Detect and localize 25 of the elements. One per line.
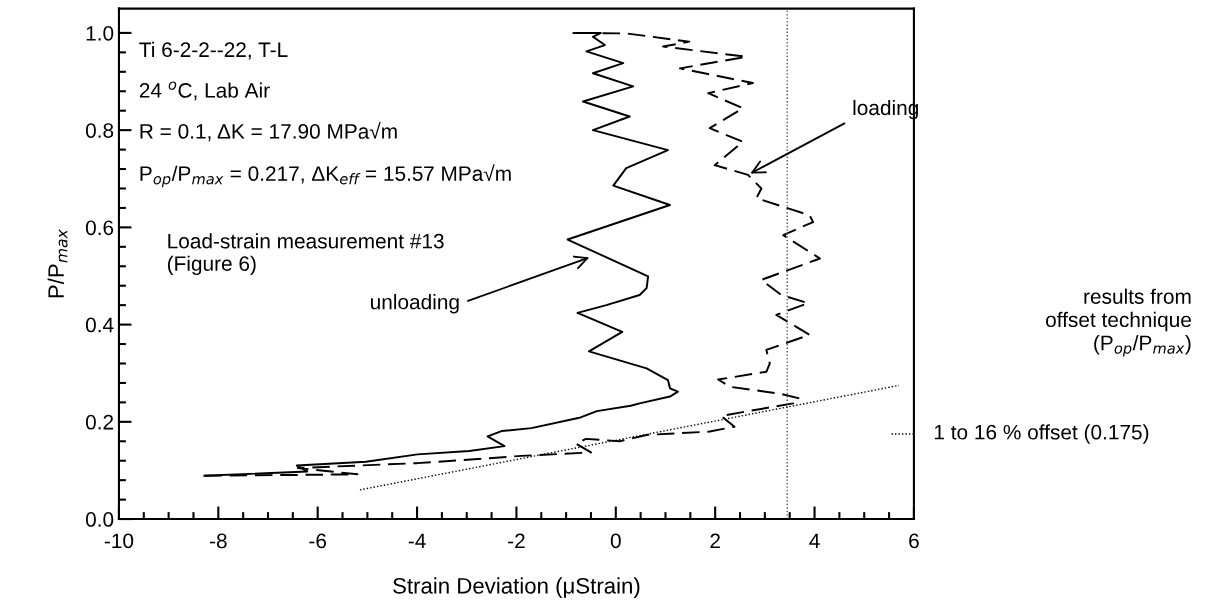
y-axis-title: P/P$_{max}$: [47, 229, 68, 298]
annotation: Ti 6-2-2--22, T-L: [139, 41, 288, 60]
y-tick-label: 0.8: [85, 123, 114, 138]
annotation: 1 to 16 % offset (0.175): [934, 424, 1149, 444]
annotation: Load-strain measurement #13 (Figure 6): [167, 233, 444, 276]
annotation: P$_{op}$/P$_{max}$ = 0.217, ΔK$_{eff}$ = 15.57 MPa√m: [140, 164, 511, 188]
x-tick-label: -4: [408, 533, 426, 549]
x-tick-label: -10: [104, 533, 134, 549]
annotation: 24 $^{o}$C, Lab Air: [139, 81, 270, 101]
y-tick-label: 0.4: [85, 317, 114, 333]
x-tick-label: -6: [309, 533, 327, 549]
text: results from offset technique (P$_{op}$/P$_{max}$): [1046, 288, 1191, 357]
y-tick-label: 0.0: [85, 512, 114, 527]
y-tick-label: 1.0: [86, 25, 114, 41]
y-tick-label: 0.6: [85, 220, 114, 236]
x-tick-label: 2: [710, 533, 720, 549]
annotation: unloading: [371, 294, 459, 314]
x-tick-label: -2: [508, 533, 525, 549]
x-tick-label: 4: [809, 533, 820, 549]
x-tick-label: 0: [610, 533, 621, 549]
y-tick-label: 0.2: [85, 414, 114, 430]
annotation: R = 0.1, ΔK = 17.90 MPa√m: [140, 122, 397, 142]
x-axis-title: Strain Deviation (μStrain): [393, 577, 640, 599]
x-tick-label: -8: [209, 533, 227, 549]
x-tick-label: 6: [909, 533, 919, 549]
